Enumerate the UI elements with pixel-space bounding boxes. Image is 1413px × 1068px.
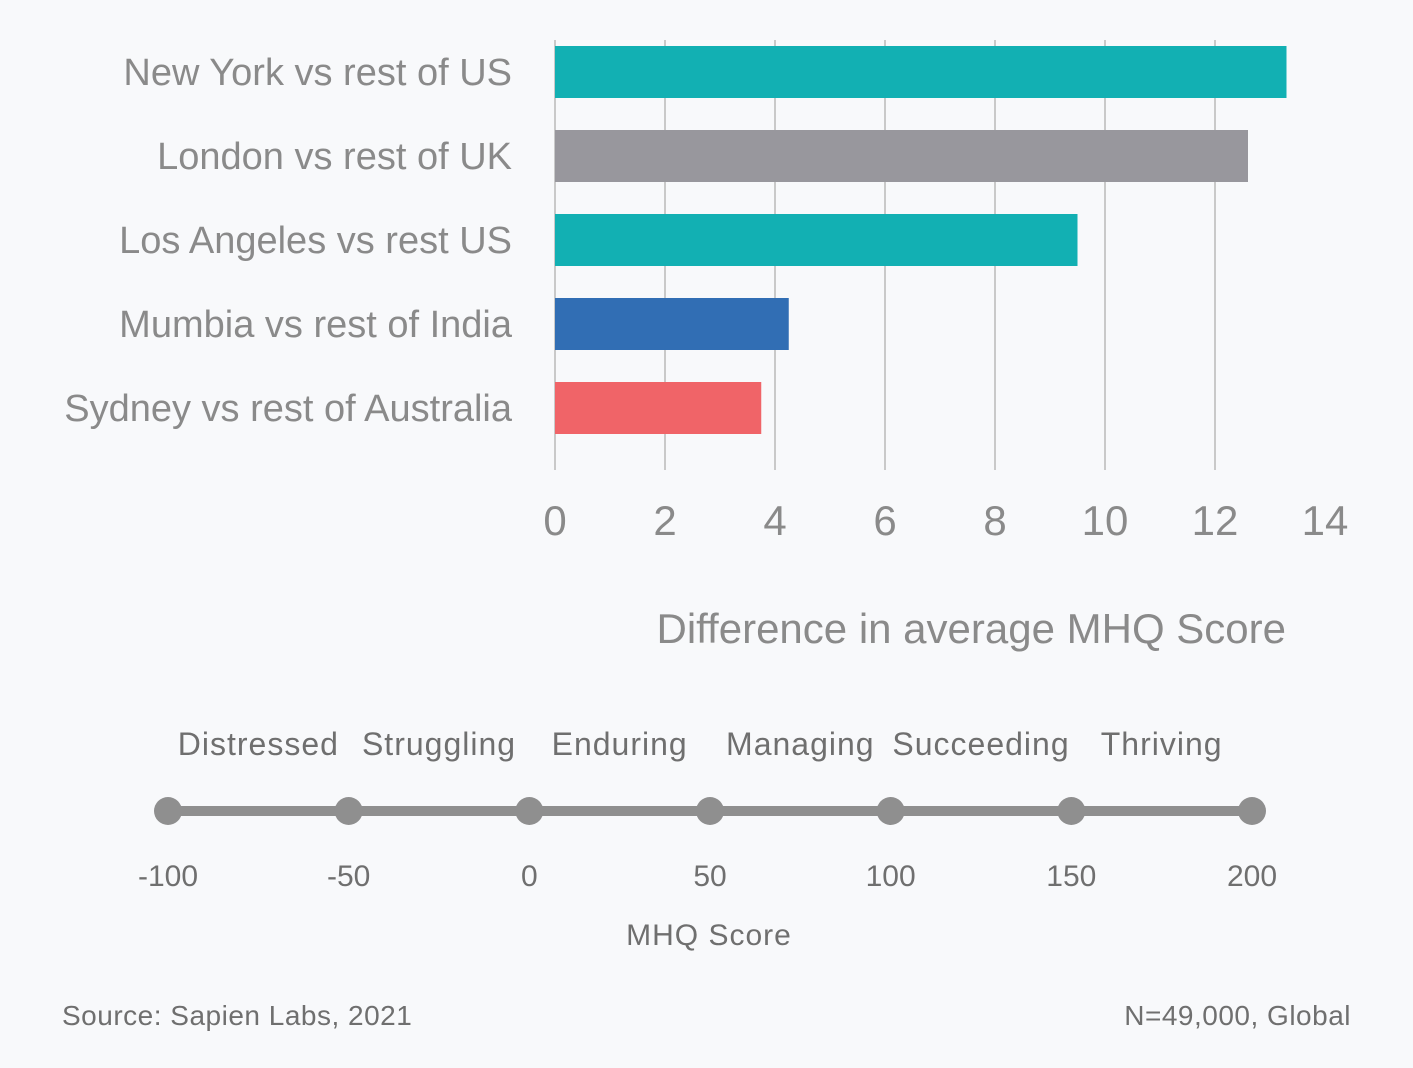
scale-dot (696, 797, 724, 825)
category-label: Los Angeles vs rest US (119, 220, 512, 262)
category-label: New York vs rest of US (123, 52, 512, 94)
x-tick-label: 12 (1192, 497, 1239, 544)
scale-dot (515, 797, 544, 825)
bar (555, 46, 1287, 98)
category-label: Sydney vs rest of Australia (64, 388, 513, 430)
scale-title: MHQ Score (626, 919, 792, 952)
scale-tick-label: 150 (1046, 860, 1096, 893)
bar (555, 130, 1248, 182)
scale-dot (876, 797, 905, 825)
scale-dot (154, 797, 182, 825)
category-label: Mumbia vs rest of India (119, 304, 513, 346)
sample-note: N=49,000, Global (1124, 1000, 1351, 1031)
x-tick-label: 4 (763, 497, 786, 544)
scale-tick-label: 100 (866, 860, 916, 893)
band-label: Distressed (178, 726, 339, 762)
x-tick-label: 8 (983, 497, 1006, 544)
band-label: Thriving (1101, 726, 1223, 762)
scale-tick-label: 200 (1227, 860, 1277, 893)
scale-dot (334, 797, 363, 825)
scale-tick-label: -50 (327, 860, 370, 893)
source-note: Source: Sapien Labs, 2021 (62, 1000, 413, 1031)
band-label: Succeeding (892, 726, 1069, 762)
scale-dots (154, 797, 1266, 825)
x-tick-label: 10 (1082, 497, 1129, 544)
band-label: Managing (726, 726, 875, 762)
bars (555, 46, 1287, 434)
x-tick-labels: 0 2 4 6 8 10 12 14 (543, 497, 1348, 544)
band-label: Enduring (552, 726, 688, 762)
scale-dot (1057, 797, 1086, 825)
scale-tick-label: 0 (521, 860, 538, 893)
band-label: Struggling (362, 726, 516, 762)
x-axis-title: Difference in average MHQ Score (656, 605, 1286, 652)
x-tick-label: 14 (1302, 497, 1349, 544)
scale-tick-label: 50 (693, 860, 726, 893)
scale-dot (1238, 797, 1266, 825)
x-tick-label: 6 (873, 497, 896, 544)
bar (555, 382, 762, 434)
bar (555, 214, 1078, 266)
bar (555, 298, 789, 350)
category-label: London vs rest of UK (157, 136, 512, 178)
x-tick-label: 2 (653, 497, 676, 544)
category-labels: New York vs rest of US London vs rest of … (64, 52, 513, 430)
bar-chart: New York vs rest of US London vs rest of … (64, 40, 1348, 652)
mhq-scale: Distressed Struggling Enduring Managing Succ… (138, 726, 1277, 952)
band-labels: Distressed Struggling Enduring Managing Succ… (178, 726, 1223, 762)
scale-tick-label: -100 (138, 860, 198, 893)
scale-tick-labels: -100 -50 0 50 100 150 200 (138, 860, 1277, 893)
x-tick-label: 0 (543, 497, 566, 544)
